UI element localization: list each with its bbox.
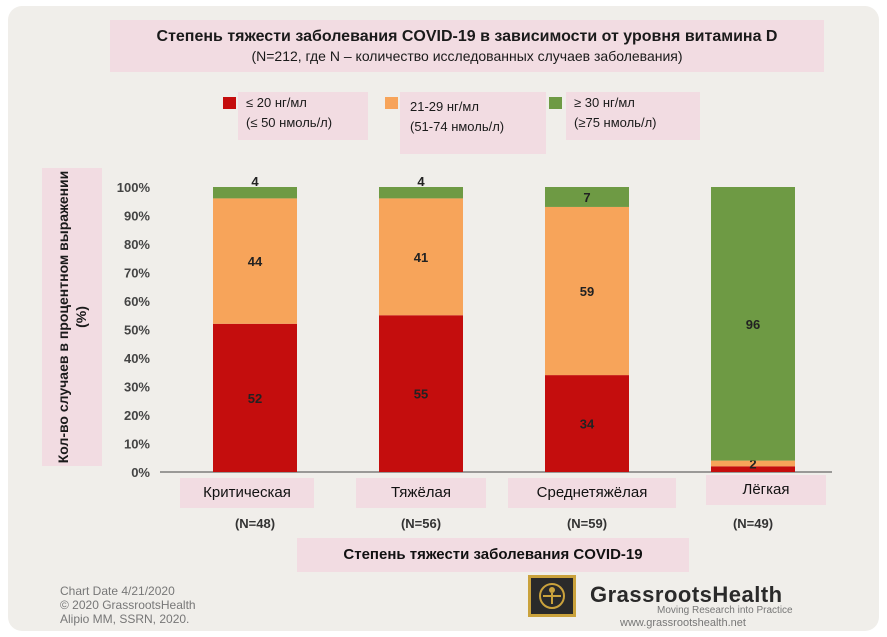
bar-data-label: 34 [580,417,595,432]
bar-data-label: 4 [251,174,259,189]
bar-data-label: 52 [248,391,262,406]
legend-label-1b: (≤ 50 нмоль/л) [246,115,333,130]
legend-swatch-1 [223,97,236,109]
legend-item-3: ≥ 30 нг/мл (≥75 нмоль/л) [574,93,656,133]
footer-copyright: © 2020 GrassrootsHealth [60,598,196,612]
footer-credits: Chart Date 4/21/2020 © 2020 GrassrootsHe… [60,584,196,626]
y-tick-label: 70% [124,266,150,281]
bar-segment [379,198,463,316]
y-tick-label: 50% [124,323,150,338]
bar-data-label: 7 [583,190,590,205]
legend-item-2: 21-29 нг/мл (51-74 нмоль/л) [410,97,504,137]
category-box-4: Лёгкая [706,475,826,505]
legend-label-2a: 21-29 нг/мл [410,99,479,114]
title-box: Степень тяжести заболевания COVID-19 в з… [110,20,824,72]
y-tick-label: 100% [117,180,151,195]
category-box-3: Среднетяжёлая [508,478,676,508]
legend-label-3a: ≥ 30 нг/мл [574,95,635,110]
category-box-2: Тяжёлая [356,478,486,508]
bar-segment [711,460,795,467]
category-label-4: Лёгкая [742,481,790,498]
legend-swatch-2 [385,97,398,109]
bar-segment [545,187,629,207]
bar-segment [379,315,463,472]
y-tick-label: 60% [124,294,150,309]
legend-box-3 [566,92,700,140]
logo-url: www.grassrootshealth.net [620,617,746,629]
bar-data-label: 2 [749,456,756,471]
ylabel-box [42,168,102,466]
legend-box-1 [238,92,368,140]
n-label-4: (N=49) [732,516,774,531]
legend-box-2 [400,92,546,154]
logo-tagline: Moving Research into Practice [657,605,793,616]
bar-data-label: 41 [414,250,428,265]
legend-label-1a: ≤ 20 нг/мл [246,95,307,110]
logo-name: GrassrootsHealth [590,582,783,607]
legend-label-2b: (51-74 нмоль/л) [410,119,505,134]
bar-segment [711,466,795,472]
y-tick-label: 30% [124,380,150,395]
y-tick-label: 20% [124,408,150,423]
y-tick-label: 0% [131,465,150,480]
x-axis-label: Степень тяжести заболевания COVID-19 [343,546,643,563]
xlabel-box: Степень тяжести заболевания COVID-19 [297,538,689,572]
n-label-1: (N=48) [234,516,276,531]
bar-data-label: 4 [417,174,425,189]
bar-data-label: 55 [414,387,428,402]
bar-data-label: 59 [580,284,594,299]
category-label-2: Тяжёлая [390,484,452,501]
legend-label-3b: (≥75 нмоль/л) [574,115,657,130]
grassroots-logo-icon [528,575,576,617]
bar-segment [213,187,297,199]
bar-data-label: 44 [248,254,263,269]
bar-segment [213,323,297,472]
y-tick-label: 10% [124,437,150,452]
y-tick-label: 80% [124,237,150,252]
bar-segment [711,187,795,461]
chart-title: Степень тяжести заболевания COVID-19 в з… [156,28,778,45]
y-tick-label: 40% [124,351,150,366]
legend-item-1: ≤ 20 нг/мл (≤ 50 нмоль/л) [246,93,332,133]
category-label-3: Среднетяжёлая [536,484,648,501]
legend-swatch-3 [549,97,562,109]
category-label-1: Критическая [203,484,291,501]
chart-subtitle: (N=212, где N – количество исследованных… [251,48,683,64]
y-tick-label: 90% [124,209,150,224]
bar-segment [545,375,629,472]
category-box-1: Критическая [180,478,314,508]
footer-citation: Alipio MM, SSRN, 2020. [60,612,190,626]
n-label-2: (N=56) [400,516,442,531]
bar-data-label: 96 [746,317,760,332]
bar-segment [379,187,463,199]
n-label-3: (N=59) [566,516,608,531]
bar-segment [213,198,297,324]
bar-segment [545,206,629,376]
footer-chart-date: Chart Date 4/21/2020 [60,584,175,598]
